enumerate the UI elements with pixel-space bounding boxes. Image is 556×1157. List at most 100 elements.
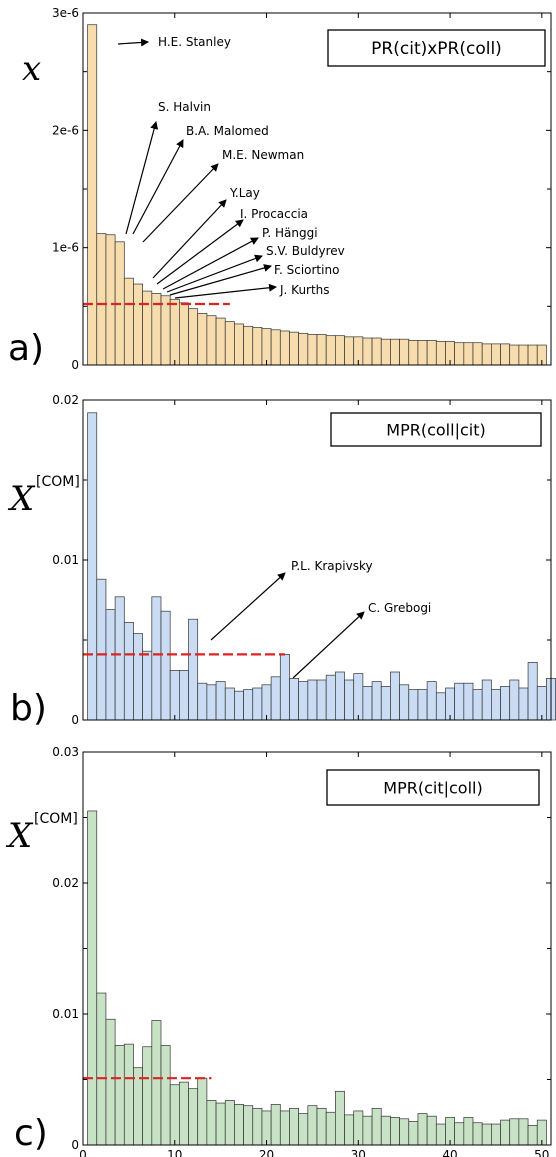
bar	[380, 1115, 391, 1146]
annotation-label: J. Kurths	[279, 283, 330, 297]
bar	[252, 687, 263, 721]
annotation-arrow	[117, 38, 149, 47]
bar	[133, 283, 144, 366]
annotation-label: M.E. Newman	[222, 148, 304, 162]
bar	[500, 1119, 511, 1146]
annotation-label: P. Hänggi	[262, 226, 318, 240]
x-tick-label: 40	[442, 1148, 457, 1157]
bar	[408, 1121, 419, 1146]
annotation-label: F. Sciortino	[274, 263, 339, 277]
annotation-label: I. Procaccia	[240, 207, 308, 221]
bar	[371, 337, 382, 366]
annotation-arrow	[210, 572, 286, 641]
bar	[123, 1043, 134, 1146]
bar	[270, 676, 281, 721]
bar	[279, 1110, 290, 1146]
legend-box	[326, 769, 540, 806]
bar	[206, 1100, 217, 1146]
bar	[169, 298, 180, 366]
bar	[380, 686, 391, 721]
bar	[472, 689, 483, 721]
annotation-arrow	[132, 139, 184, 235]
bar	[435, 1123, 446, 1146]
y-tick-label: 0	[71, 713, 79, 727]
bar	[316, 334, 327, 366]
bar	[435, 341, 446, 366]
bar	[344, 1114, 355, 1146]
bar	[188, 618, 199, 721]
y-axis-label-superscript: [COM]	[36, 474, 80, 490]
panel-2: 0 0.01 0.02 MPR(coll|cit) b) X [COM] P.L. Krapi…	[7, 393, 556, 729]
bar	[197, 313, 208, 366]
y-tick-label: 0.01	[52, 1007, 79, 1021]
bar	[463, 682, 474, 721]
bar	[234, 1104, 244, 1146]
annotation-label: S.V. Buldyrev	[266, 244, 345, 258]
bar	[371, 1107, 382, 1146]
bar	[325, 335, 336, 366]
bar	[463, 342, 474, 366]
bar	[362, 686, 373, 721]
bar	[435, 692, 446, 721]
bar	[142, 650, 153, 721]
bar	[509, 344, 520, 366]
bar	[289, 1107, 300, 1146]
bar	[344, 336, 355, 366]
annotation-arrow	[292, 611, 365, 679]
bar	[206, 684, 217, 721]
bar	[252, 1107, 263, 1146]
y-tick-label: 0	[71, 358, 79, 372]
bar	[344, 679, 355, 721]
bar	[371, 681, 382, 721]
bar	[472, 342, 483, 366]
bar	[151, 596, 162, 721]
y-tick-label: 3e-6	[52, 6, 79, 20]
y-axis-label: x	[22, 49, 41, 89]
bar	[417, 1113, 428, 1146]
bar	[179, 302, 189, 366]
bar	[472, 1122, 483, 1146]
x-tick-label: 20	[259, 1148, 274, 1157]
bar	[179, 1081, 189, 1146]
y-tick-label: 1e-6	[52, 241, 79, 255]
bar	[179, 670, 189, 721]
annotation-label: H.E. Stanley	[158, 35, 231, 49]
x-tick-label: 30	[351, 1148, 366, 1157]
bar	[335, 671, 345, 721]
bar	[142, 290, 153, 366]
bar	[142, 1046, 153, 1146]
bar	[87, 24, 98, 366]
bar	[279, 330, 290, 366]
bar	[390, 671, 400, 721]
bar	[298, 681, 309, 721]
bar	[243, 325, 254, 366]
bar	[252, 327, 263, 366]
bar	[105, 609, 116, 721]
legend-label: MPR(coll|cit)	[386, 421, 485, 440]
bar	[325, 674, 336, 721]
panel-letter: a)	[8, 328, 44, 369]
bar	[279, 654, 290, 721]
y-axis-label-superscript: [COM]	[34, 811, 78, 827]
bar	[96, 233, 107, 366]
bar	[399, 684, 410, 721]
annotation-label: S. Halvin	[158, 100, 211, 114]
y-tick-label: 0.02	[52, 876, 79, 890]
y-tick-label: 0	[71, 1138, 79, 1152]
bar	[114, 1045, 125, 1146]
bar	[261, 1110, 272, 1146]
bar	[362, 1115, 373, 1146]
bar	[399, 1118, 410, 1146]
legend-label: MPR(cit|coll)	[383, 779, 482, 798]
y-axis-label: X	[7, 479, 36, 519]
annotation-arrow	[166, 254, 263, 293]
bar	[87, 810, 98, 1146]
bar	[454, 342, 465, 366]
bar	[206, 315, 217, 366]
bar	[527, 662, 538, 721]
bar	[518, 1118, 529, 1146]
bar	[224, 687, 235, 721]
bar	[509, 1118, 520, 1146]
bar	[160, 1045, 171, 1146]
